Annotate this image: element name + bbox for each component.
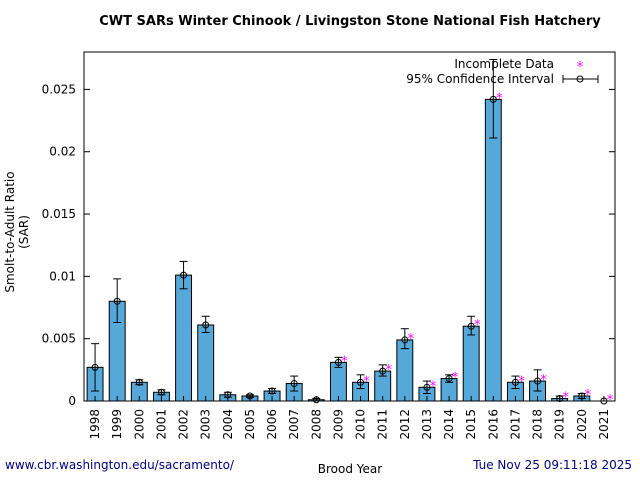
x-tick-label: 2017 [508, 409, 522, 440]
point-2007 [290, 380, 298, 388]
y-tick-label: 0.015 [42, 207, 76, 221]
y-axis: 0 0.005 0.01 0.015 0.02 0.025 [42, 82, 615, 408]
x-tick-label: 2016 [486, 409, 500, 440]
x-tick-label: 2001 [154, 409, 168, 440]
point-2012 [401, 336, 409, 344]
point-2014 [445, 375, 453, 383]
point-1999 [113, 297, 121, 305]
point-2018 [534, 377, 542, 385]
point-2015 [467, 322, 475, 330]
x-tick-label: 2018 [531, 409, 545, 440]
incomplete-marker-2013: * [430, 379, 437, 394]
point-2001 [157, 388, 165, 396]
plot-frame [83, 51, 616, 402]
point-2006 [268, 387, 276, 395]
point-2016 [489, 95, 497, 103]
point-2019 [556, 395, 564, 403]
point-1998 [91, 363, 99, 371]
chart-title: CWT SARs Winter Chinook / Livingston Sto… [99, 14, 601, 29]
y-tick-label: 0 [68, 394, 76, 408]
incomplete-marker-2009: * [341, 354, 348, 369]
x-tick-label: 2020 [575, 409, 589, 440]
legend-ci-label: 95% Confidence Interval [406, 72, 554, 86]
x-tick-label: 2021 [597, 409, 611, 440]
bars-group [86, 98, 591, 402]
x-tick-label: 2009 [331, 409, 345, 440]
legend-incomplete-marker: * [577, 60, 584, 75]
point-2010 [357, 378, 365, 386]
incomplete-marker-2020: * [585, 388, 592, 403]
incomplete-marker-2017: * [518, 374, 525, 389]
point-2009 [334, 358, 342, 366]
x-tick-label: 2000 [132, 409, 146, 440]
x-tick-label: 2015 [464, 409, 478, 440]
error-bars-group [91, 58, 608, 405]
bar-2002 [175, 274, 193, 402]
incomplete-marker-2019: * [562, 391, 569, 406]
incomplete-marker-2015: * [474, 318, 481, 333]
x-tick-label: 2011 [376, 409, 390, 440]
bar-2016 [484, 98, 502, 402]
bar-2003 [197, 324, 215, 402]
incomplete-marker-2011: * [385, 363, 392, 378]
incomplete-marker-2014: * [452, 371, 459, 386]
x-axis: 1998 1999 2000 2001 2002 2003 2004 2005 2006 2007… [88, 396, 611, 440]
x-tick-label: 2013 [420, 409, 434, 440]
x-axis-label: Brood Year [317, 462, 383, 476]
point-2003 [202, 321, 210, 329]
point-2013 [423, 383, 431, 391]
y-tick-label: 0.005 [42, 332, 76, 346]
x-tick-label: 2003 [199, 409, 213, 440]
bar-2015 [462, 325, 480, 402]
point-2000 [135, 378, 143, 386]
x-tick-label: 2014 [442, 409, 456, 440]
x-tick-label: 1999 [110, 409, 124, 440]
incomplete-marker-2016: * [496, 91, 503, 106]
x-tick-label: 2019 [553, 409, 567, 440]
x-tick-label: 2006 [265, 409, 279, 440]
point-2017 [511, 378, 519, 386]
legend: Incomplete Data * 95% Confidence Interva… [406, 57, 599, 86]
incomplete-marker-2012: * [408, 332, 415, 347]
y-tick-label: 0.02 [49, 145, 76, 159]
footer-timestamp: Tue Nov 25 09:11:18 2025 [473, 458, 632, 472]
y-tick-label: 0.025 [42, 82, 76, 96]
y-axis-label: Smolt-to-Adult Ratio (SAR) [3, 171, 31, 293]
x-tick-label: 2008 [309, 409, 323, 440]
point-2002 [180, 271, 188, 279]
x-tick-label: 1998 [88, 409, 102, 440]
x-tick-label: 2002 [177, 409, 191, 440]
x-tick-label: 2012 [398, 409, 412, 440]
x-tick-label: 2010 [354, 409, 368, 440]
legend-ci-symbol [562, 75, 599, 83]
point-2011 [379, 367, 387, 375]
x-tick-label: 2005 [243, 409, 257, 440]
incomplete-marker-2018: * [540, 373, 547, 388]
incomplete-marker-2010: * [363, 374, 370, 389]
x-tick-label: 2007 [287, 409, 301, 440]
y-tick-label: 0.01 [49, 269, 76, 283]
x-tick-label: 2004 [221, 409, 235, 440]
footer-url[interactable]: www.cbr.washington.edu/sacramento/ [5, 458, 234, 472]
legend-incomplete-label: Incomplete Data [454, 57, 554, 71]
